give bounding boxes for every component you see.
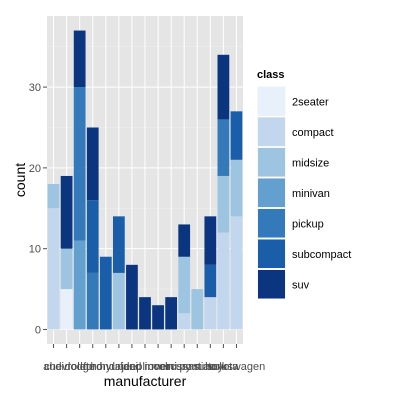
legend: class 2seater compact midsize minivan pickup… bbox=[256, 69, 351, 300]
legend-label-minivan: minivan bbox=[292, 188, 330, 200]
bar-segment-subcompact bbox=[204, 264, 217, 298]
x-axis-title: manufacturer bbox=[104, 373, 187, 389]
bar-segment-midsize bbox=[230, 159, 243, 217]
y-tick-label: 10 bbox=[29, 244, 41, 256]
bar-segment-suv bbox=[60, 175, 73, 249]
legend-swatch-midsize bbox=[258, 148, 285, 177]
bar-segment-compact bbox=[230, 216, 243, 330]
bars bbox=[47, 30, 243, 330]
bar-segment-suv bbox=[86, 127, 99, 201]
bar-segment-suv bbox=[178, 224, 191, 257]
x-tick-label: toyota bbox=[208, 361, 239, 373]
x-tick-label: volkswagen bbox=[208, 361, 265, 373]
legend-title: class bbox=[257, 69, 285, 81]
bar-segment-suv bbox=[126, 264, 138, 330]
bar-segment-compact bbox=[204, 297, 217, 330]
bar-segment-compact bbox=[217, 232, 230, 330]
legend-swatch-minivan bbox=[258, 178, 285, 207]
bar-segment-compact bbox=[178, 313, 191, 330]
x-tick-label: chevrolet bbox=[44, 361, 89, 373]
legend-label-subcompact: subcompact bbox=[292, 249, 351, 261]
y-tick-label: 30 bbox=[29, 82, 41, 94]
legend-label-compact: compact bbox=[292, 127, 334, 139]
x-tick-label: nissan bbox=[168, 361, 200, 373]
bar-segment-subcompact bbox=[112, 216, 125, 273]
legend-swatch-suv bbox=[258, 270, 285, 299]
x-tick-label: hyundai bbox=[100, 361, 139, 373]
x-axis: audichevroletdodgefordhondahyundaijeepla… bbox=[43, 344, 265, 373]
legend-swatch-compact bbox=[258, 117, 285, 146]
legend-label-2seater: 2seater bbox=[292, 96, 329, 108]
legend-swatch-2seater bbox=[258, 87, 285, 116]
bar-segment-2seater bbox=[60, 289, 73, 330]
bar-segment-suv bbox=[139, 297, 151, 330]
bar-segment-suv bbox=[204, 216, 217, 265]
legend-label-pickup: pickup bbox=[292, 218, 324, 230]
x-tick-label: audi bbox=[43, 361, 64, 373]
bar-segment-midsize bbox=[217, 175, 230, 233]
y-axis-title: count bbox=[12, 163, 28, 197]
bar-segment-midsize bbox=[60, 248, 73, 290]
bar-segment-midsize bbox=[191, 289, 204, 330]
bar-segment-suv bbox=[165, 297, 178, 330]
x-tick-label: honda bbox=[91, 361, 122, 373]
legend-label-midsize: midsize bbox=[292, 157, 329, 169]
bar-segment-suv bbox=[73, 30, 86, 88]
legend-swatch-subcompact bbox=[258, 239, 285, 268]
x-tick-label: dodge bbox=[64, 361, 95, 373]
bar-segment-midsize bbox=[178, 256, 191, 314]
bar-segment-pickup bbox=[86, 272, 99, 330]
legend-label-suv: suv bbox=[292, 279, 310, 291]
bar-segment-midsize bbox=[112, 272, 125, 330]
bar-segment-suv bbox=[217, 54, 230, 120]
bar-segment-pickup bbox=[73, 87, 86, 241]
x-tick-label: jeep bbox=[121, 361, 143, 373]
x-tick-label: subaru bbox=[194, 361, 228, 373]
x-tick-label: mercury bbox=[151, 361, 191, 373]
y-axis: 0 10 20 30 bbox=[29, 82, 47, 336]
y-tick-label: 0 bbox=[35, 324, 41, 336]
bar-segment-subcompact bbox=[86, 200, 99, 273]
legend-swatch-pickup bbox=[258, 209, 285, 238]
bar-segment-compact bbox=[47, 208, 60, 330]
bar-segment-subcompact bbox=[99, 256, 112, 330]
bar-segment-minivan bbox=[73, 240, 86, 330]
x-tick-label: pontiac bbox=[180, 361, 216, 373]
x-tick-label: land rover bbox=[121, 361, 170, 373]
bar-segment-suv bbox=[152, 305, 164, 330]
x-tick-label: ford bbox=[83, 361, 102, 373]
bar-segment-midsize bbox=[47, 184, 60, 209]
x-tick-label: lincoln bbox=[142, 361, 173, 373]
bar-segment-subcompact bbox=[230, 111, 243, 160]
y-tick-label: 20 bbox=[29, 163, 41, 175]
bar-segment-pickup bbox=[217, 119, 230, 176]
